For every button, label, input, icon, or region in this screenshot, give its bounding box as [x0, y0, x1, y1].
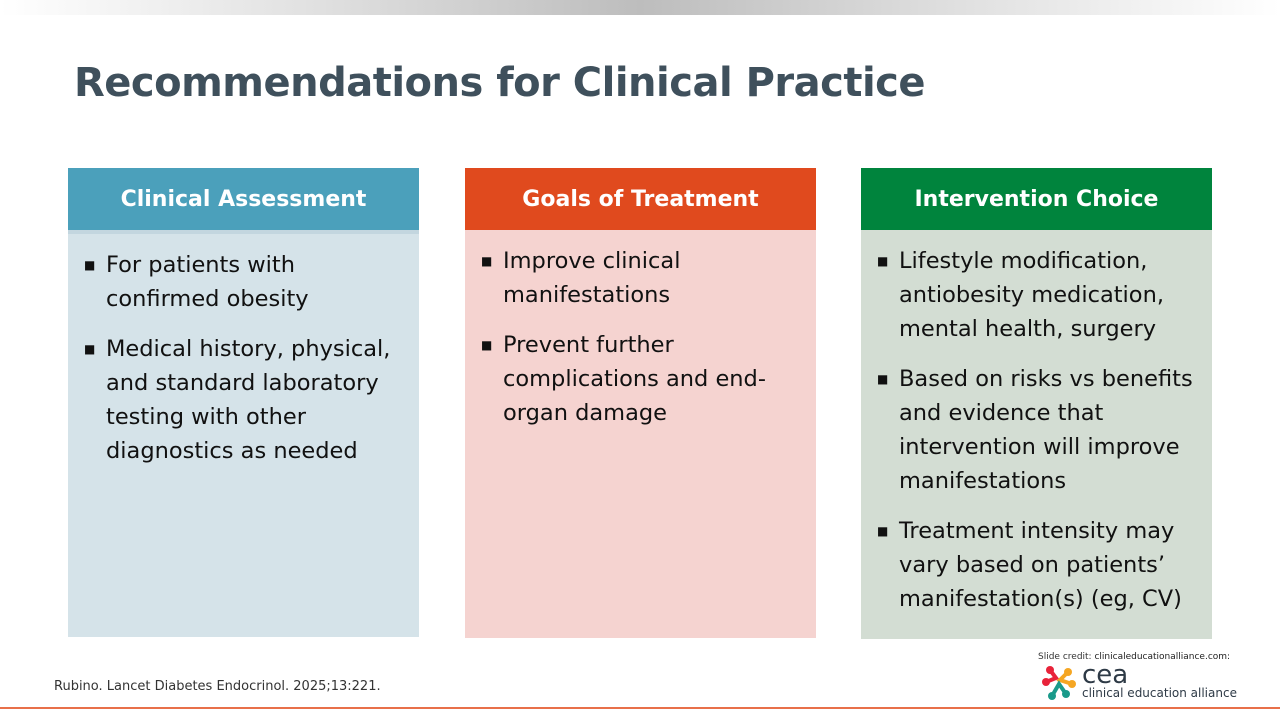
- column-clinical-assessment: Clinical Assessment ■ For patients with co…: [68, 168, 419, 637]
- column-heading: Intervention Choice: [861, 168, 1212, 230]
- column-heading: Goals of Treatment: [465, 168, 816, 230]
- square-bullet-icon: ■: [84, 258, 96, 272]
- footer-divider: [0, 707, 1280, 709]
- bullet-text: Treatment intensity may vary based on pa…: [899, 518, 1182, 612]
- bullet-item: ■ For patients with confirmed obesity: [84, 248, 403, 316]
- top-gradient-bar: [0, 0, 1280, 15]
- bullet-item: ■ Treatment intensity may vary based on p…: [877, 514, 1196, 616]
- bullet-text: Lifestyle modification, antiobesity medi…: [899, 248, 1164, 342]
- bullet-item: ■ Prevent further complications and end-o…: [481, 328, 800, 430]
- bullet-text: Improve clinical manifestations: [503, 248, 681, 308]
- bullet-text: Prevent further complications and end-or…: [503, 332, 766, 426]
- bullet-item: ■ Improve clinical manifestations: [481, 244, 800, 312]
- column-heading: Clinical Assessment: [68, 168, 419, 230]
- column-goals-of-treatment: Goals of Treatment ■ Improve clinical mani…: [465, 168, 816, 638]
- square-bullet-icon: ■: [877, 372, 889, 386]
- bullet-text: Medical history, physical, and standard …: [106, 336, 391, 464]
- bullet-text: For patients with confirmed obesity: [106, 252, 309, 312]
- square-bullet-icon: ■: [877, 524, 889, 538]
- square-bullet-icon: ■: [481, 338, 493, 352]
- column-body: ■ Improve clinical manifestations ■ Prevent…: [465, 230, 816, 638]
- column-intervention-choice: Intervention Choice ■ Lifestyle modificati…: [861, 168, 1212, 639]
- bullet-item: ■ Based on risks vs benefits and evidence…: [877, 362, 1196, 498]
- square-bullet-icon: ■: [84, 342, 96, 356]
- slide-credit: Slide credit: clinicaleducationalliance.…: [1038, 652, 1231, 662]
- bullet-text: Based on risks vs benefits and evidence …: [899, 366, 1193, 494]
- square-bullet-icon: ■: [877, 254, 889, 268]
- bullet-item: ■ Medical history, physical, and standard…: [84, 332, 403, 468]
- cea-logo-icon: [1042, 666, 1076, 700]
- cea-logo: cea clinical education alliance: [1042, 662, 1237, 700]
- slide-title: Recommendations for Clinical Practice: [74, 60, 926, 106]
- bullet-item: ■ Lifestyle modification, antiobesity med…: [877, 244, 1196, 346]
- citation: Rubino. Lancet Diabetes Endocrinol. 2025…: [54, 679, 381, 694]
- column-body: ■ For patients with confirmed obesity ■ Med…: [68, 230, 419, 637]
- column-body: ■ Lifestyle modification, antiobesity med…: [861, 230, 1212, 639]
- square-bullet-icon: ■: [481, 254, 493, 268]
